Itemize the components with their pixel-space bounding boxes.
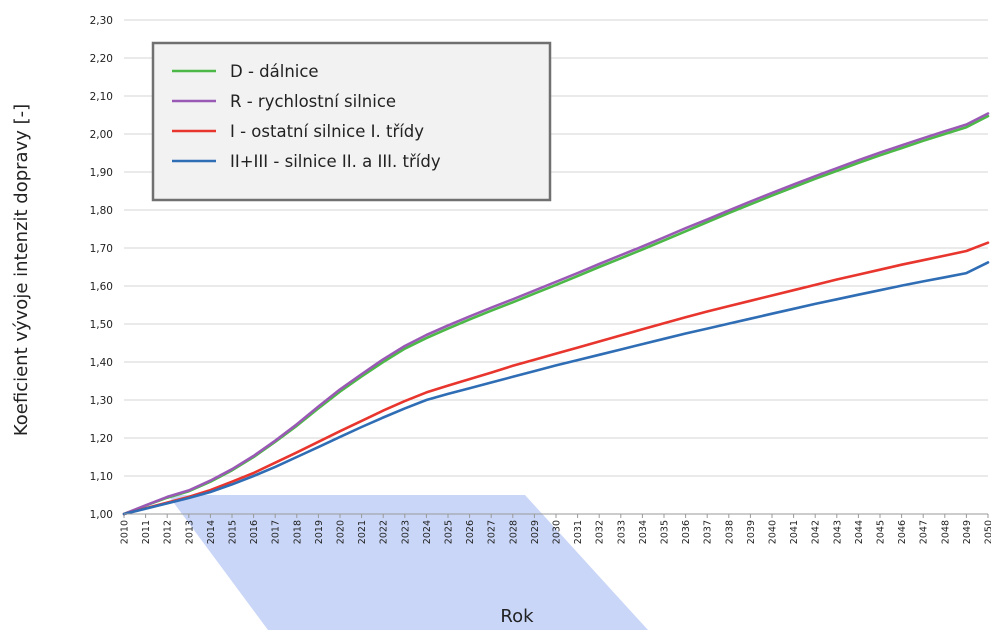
x-tick-label: 2010	[120, 520, 131, 544]
legend: D - dálnice R - rychlostní silnice I - ost…	[151, 41, 552, 202]
x-tick-label: 2025	[444, 520, 455, 544]
background-shading	[168, 495, 648, 630]
legend-label: II+III - silnice II. a III. třídy	[230, 152, 441, 171]
x-tick-label: 2041	[789, 520, 800, 544]
x-tick-label: 2044	[854, 520, 865, 544]
x-tick-label: 2032	[595, 520, 606, 544]
series-line-2	[122, 241, 990, 516]
x-tick-label: 2027	[487, 520, 498, 544]
x-tick-label: 2050	[984, 520, 991, 544]
x-tick-label: 2013	[184, 520, 195, 544]
legend-label: D - dálnice	[230, 62, 319, 81]
x-tick-label: 2043	[832, 520, 843, 544]
y-tick-label: 2,30	[90, 15, 113, 27]
x-tick-label: 2037	[703, 520, 714, 544]
x-tick-label: 2020	[336, 520, 347, 544]
x-tick-label: 2019	[314, 520, 325, 544]
y-tick-labels: 1,00 1,10 1,20 1,30 1,40 1,50 1,60 1,70 1,80 1,90…	[90, 15, 113, 521]
x-tick-label: 2033	[616, 520, 627, 544]
x-tick-label: 2018	[292, 520, 303, 544]
x-tick-label: 2040	[768, 520, 779, 544]
x-tick-label: 2047	[919, 520, 930, 544]
x-axis-title: Rok	[500, 606, 534, 627]
x-tick-label: 2011	[141, 520, 152, 544]
series-lines	[122, 112, 990, 516]
y-tick-label: 1,50	[90, 319, 113, 331]
x-tick-label: 2016	[249, 520, 260, 544]
x-tick-label: 2028	[508, 520, 519, 544]
x-tick-label: 2036	[681, 520, 692, 544]
x-tick-label: 2024	[422, 520, 433, 544]
y-tick-label: 1,80	[90, 205, 113, 217]
x-tick-label: 2039	[746, 520, 757, 544]
y-tick-label: 2,20	[90, 53, 113, 65]
y-tick-label: 1,20	[90, 433, 113, 445]
series-line-3	[122, 261, 990, 516]
x-tick-label: 2017	[271, 520, 282, 544]
y-tick-label: 1,90	[90, 167, 113, 179]
series-line-1	[122, 112, 990, 516]
x-tick-label: 2031	[573, 520, 584, 544]
x-tick-label: 2046	[897, 520, 908, 544]
legend-box	[151, 41, 552, 202]
legend-label: R - rychlostní silnice	[230, 92, 396, 111]
x-tick-label: 2014	[206, 520, 217, 544]
x-tick-label: 2026	[465, 520, 476, 544]
y-tick-label: 1,60	[90, 281, 113, 293]
x-tick-label: 2030	[552, 520, 563, 544]
x-tick-label: 2045	[876, 520, 887, 544]
x-tick-label: 2022	[379, 520, 390, 544]
x-tick-label: 2012	[163, 520, 174, 544]
y-tick-label: 1,10	[90, 471, 113, 483]
x-tick-label: 2023	[400, 520, 411, 544]
x-tick-label: 2029	[530, 520, 541, 544]
x-tick-label: 2042	[811, 520, 822, 544]
x-tick-label: 2049	[962, 520, 973, 544]
x-tick-label: 2038	[724, 520, 735, 544]
y-tick-label: 1,40	[90, 357, 113, 369]
x-tick-label: 2035	[660, 520, 671, 544]
y-tick-label: 2,10	[90, 91, 113, 103]
y-tick-label: 1,30	[90, 395, 113, 407]
y-tick-label: 1,00	[90, 509, 113, 521]
y-axis-title: Koeficient vývoje intenzit dopravy [-]	[11, 104, 32, 436]
x-tick-label: 2021	[357, 520, 368, 544]
x-tick-label: 2015	[228, 520, 239, 544]
y-tick-label: 1,70	[90, 243, 113, 255]
x-tick-label: 2034	[638, 520, 649, 544]
y-tick-label: 2,00	[90, 129, 113, 141]
x-tick-labels: 2010 2011 2012 2013 2014 2015 2016 2017 2018 2019…	[120, 514, 991, 544]
x-tick-label: 2048	[940, 520, 951, 544]
legend-label: I - ostatní silnice I. třídy	[230, 122, 424, 141]
